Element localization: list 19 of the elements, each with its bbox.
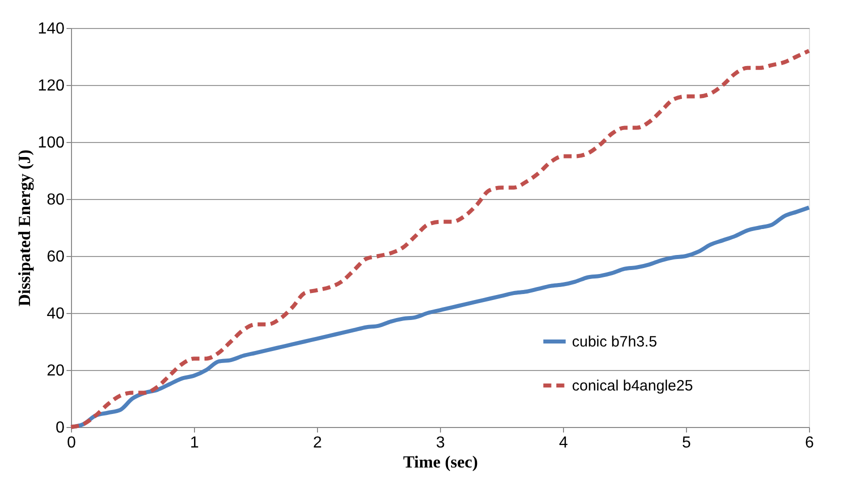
y-tick-label: 60 <box>46 248 65 266</box>
y-tick-label: 140 <box>38 20 65 38</box>
y-tick-label: 0 <box>56 420 65 436</box>
x-tick-label: 2 <box>313 434 322 452</box>
y-tick-label: 20 <box>46 362 65 380</box>
x-axis-title: Time (sec) <box>403 452 478 472</box>
y-tick-label: 100 <box>38 134 65 152</box>
x-tick-label: 3 <box>436 434 446 452</box>
legend-label: cubic b7h3.5 <box>572 334 658 350</box>
x-tick-label: 4 <box>559 434 568 452</box>
x-tick-label: 5 <box>682 434 692 452</box>
y-tick-label: 40 <box>46 306 65 322</box>
x-tick-label: 1 <box>190 434 200 452</box>
x-tick-label: 6 <box>805 434 814 452</box>
y-tick-label: 120 <box>38 78 65 94</box>
x-tick-label: 0 <box>67 434 76 452</box>
y-axis-title: Dissipated Energy (J) <box>14 150 34 306</box>
legend-label: conical b4angle25 <box>572 378 693 394</box>
y-tick-label: 80 <box>46 192 65 208</box>
